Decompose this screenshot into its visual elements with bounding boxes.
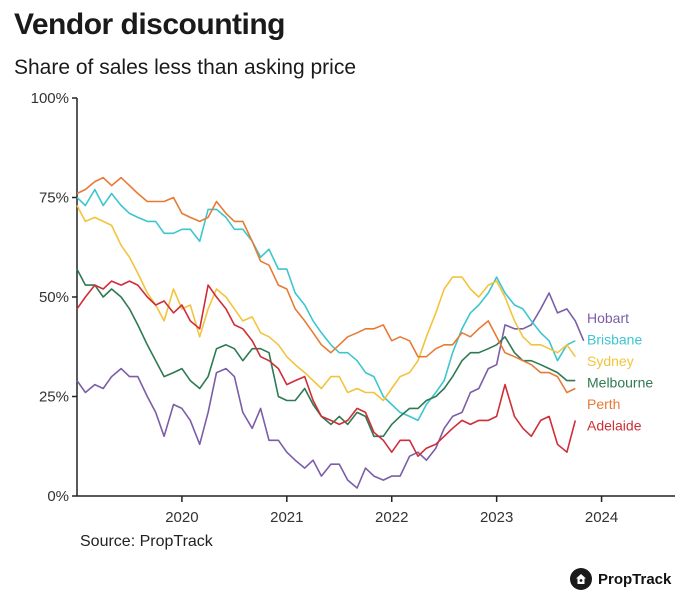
- chart-title: Vendor discounting: [14, 8, 286, 41]
- y-tick-label: 100%: [31, 90, 69, 107]
- x-tick-label: 2023: [480, 509, 513, 526]
- series-label-hobart: Hobart: [587, 310, 629, 326]
- series-label-adelaide: Adelaide: [587, 418, 642, 434]
- source-note: Source: PropTrack: [80, 533, 213, 550]
- brand-logo: PropTrack: [570, 568, 671, 590]
- y-tick-label: 50%: [39, 289, 69, 306]
- series-label-brisbane: Brisbane: [587, 332, 642, 348]
- x-tick-label: 2022: [375, 509, 408, 526]
- series-label-sydney: Sydney: [587, 353, 634, 369]
- x-tick-label: 2024: [585, 509, 618, 526]
- brand-name: PropTrack: [598, 570, 672, 588]
- y-tick-label: 25%: [39, 389, 69, 406]
- series-line-brisbane: [76, 188, 576, 422]
- series-line-melbourne: [76, 268, 576, 438]
- y-tick-label: 75%: [39, 190, 69, 207]
- series-line-sydney: [76, 205, 576, 402]
- x-tick-label: 2020: [165, 509, 198, 526]
- chart-subtitle: Share of sales less than asking price: [14, 56, 357, 79]
- home-icon: [570, 568, 592, 590]
- series-label-melbourne: Melbourne: [587, 375, 653, 391]
- series-line-hobart: [76, 292, 585, 489]
- y-tick-label: 0%: [47, 488, 69, 505]
- series-line-adelaide: [76, 280, 577, 457]
- series-label-perth: Perth: [587, 396, 620, 412]
- x-tick-label: 2021: [270, 509, 303, 526]
- series-line-perth: [76, 176, 576, 394]
